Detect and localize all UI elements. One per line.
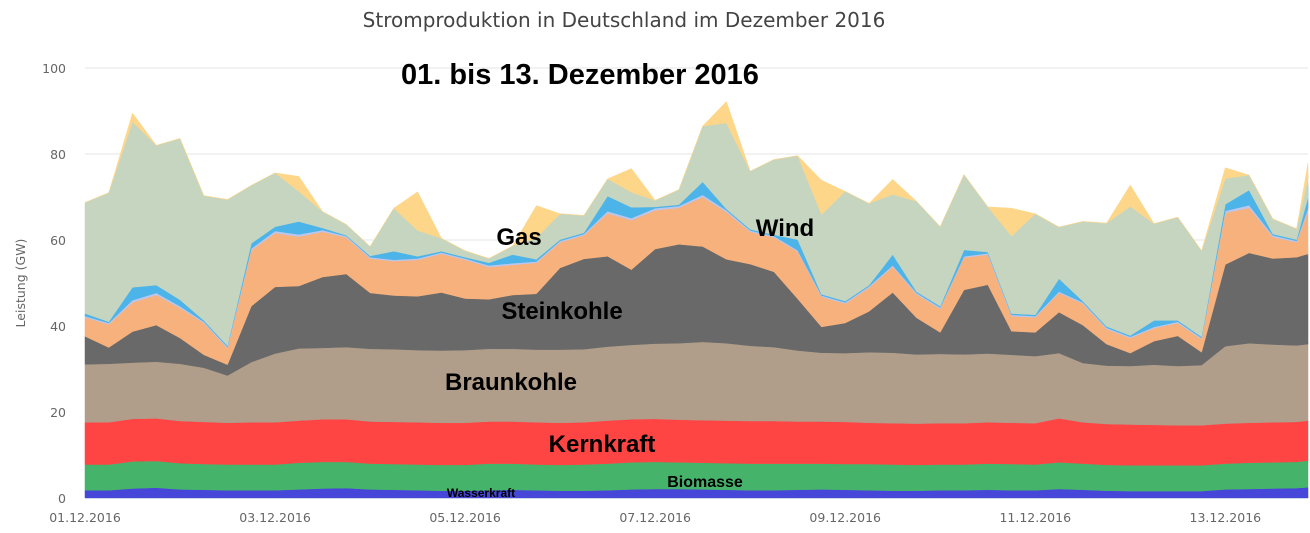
x-tick-label: 07.12.2016 — [619, 510, 691, 525]
y-tick-label: 40 — [50, 319, 66, 334]
x-tick-label: 01.12.2016 — [49, 510, 121, 525]
x-tick-label: 05.12.2016 — [429, 510, 501, 525]
area-kernkraft — [84, 418, 1309, 466]
y-axis-ticks: 0 20 40 60 80 100 — [42, 61, 66, 506]
y-tick-label: 20 — [50, 405, 66, 420]
x-axis-ticks: 01.12.2016 03.12.2016 05.12.2016 07.12.2016… — [49, 510, 1261, 525]
y-tick-label: 0 — [58, 491, 66, 506]
chart-title: Stromproduktion in Deutschland im Dezemb… — [363, 8, 886, 32]
y-tick-label: 60 — [50, 233, 66, 248]
x-tick-label: 13.12.2016 — [1190, 510, 1262, 525]
x-tick-label: 03.12.2016 — [239, 510, 311, 525]
area-series — [84, 101, 1309, 499]
x-tick-label: 09.12.2016 — [809, 510, 881, 525]
series-label-wasserkraft: Wasserkraft — [447, 486, 515, 500]
series-label-braunkohle: Braunkohle — [445, 369, 577, 396]
x-tick-label: 11.12.2016 — [999, 510, 1071, 525]
y-axis-label: Leistung (GW) — [13, 239, 28, 328]
series-label-kernkraft: Kernkraft — [549, 431, 656, 458]
series-label-steinkohle: Steinkohle — [501, 298, 622, 325]
area-solar — [84, 101, 1309, 259]
y-tick-label: 80 — [50, 147, 66, 162]
series-label-gas: Gas — [496, 224, 541, 251]
chart-subtitle: 01. bis 13. Dezember 2016 — [401, 59, 759, 91]
y-tick-label: 100 — [42, 61, 66, 76]
series-label-wind: Wind — [756, 215, 814, 242]
series-label-biomasse: Biomasse — [667, 474, 743, 491]
